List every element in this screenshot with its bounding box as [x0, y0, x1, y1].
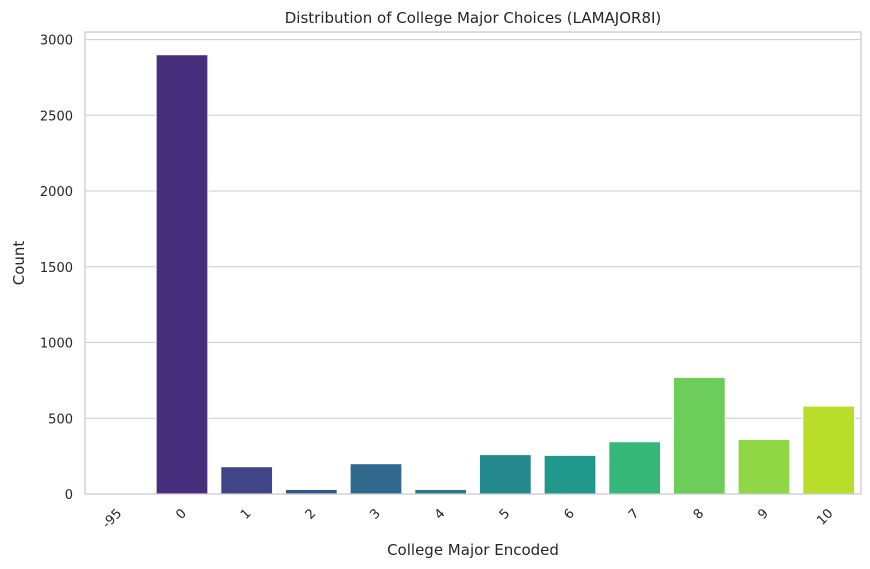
- x-tick-label: 1: [238, 506, 254, 522]
- x-tick-label: 9: [755, 506, 771, 522]
- x-tick-label: 3: [367, 506, 383, 522]
- x-axis-label: College Major Encoded: [387, 541, 559, 559]
- y-tick-label: 1500: [40, 261, 73, 276]
- x-tick-label: 10: [814, 506, 836, 528]
- y-tick-label: 500: [48, 412, 73, 427]
- bar-1: [220, 466, 274, 495]
- bar-7: [608, 441, 662, 495]
- y-tick-label: 0: [65, 488, 73, 503]
- y-tick-labels: 0 500 1000 1500 2000 2500 3000: [40, 34, 73, 503]
- bar-6: [543, 454, 597, 495]
- x-tick-label: 7: [626, 506, 642, 522]
- y-axis-label: Count: [10, 241, 28, 286]
- x-tick-labels: -95 0 1 2 3 4 5 6 7 8 9 10: [100, 506, 837, 532]
- y-tick-label: 1000: [40, 337, 73, 352]
- bar-8: [672, 376, 726, 495]
- bar-10: [802, 405, 856, 495]
- y-tick-label: 3000: [40, 34, 73, 49]
- x-tick-label: 5: [497, 506, 513, 522]
- x-tick-label: 8: [691, 506, 707, 522]
- x-tick-label: 0: [173, 506, 189, 522]
- bar-9: [737, 438, 791, 495]
- x-tick-label: 2: [303, 506, 319, 522]
- y-tick-label: 2000: [40, 185, 73, 200]
- bar-0: [155, 54, 209, 495]
- x-tick-label: -95: [100, 506, 126, 532]
- plot-frame: [84, 31, 862, 495]
- bar-4: [414, 488, 468, 495]
- x-tick-label: 4: [432, 506, 448, 522]
- bars: [90, 54, 856, 495]
- y-tick-label: 2500: [40, 109, 73, 124]
- x-tick-label: 6: [561, 506, 577, 522]
- y-gridlines: [85, 39, 861, 495]
- bar-2: [284, 488, 338, 495]
- bar-3: [349, 463, 403, 495]
- chart-title: Distribution of College Major Choices (L…: [285, 9, 662, 27]
- bar-5: [478, 454, 532, 495]
